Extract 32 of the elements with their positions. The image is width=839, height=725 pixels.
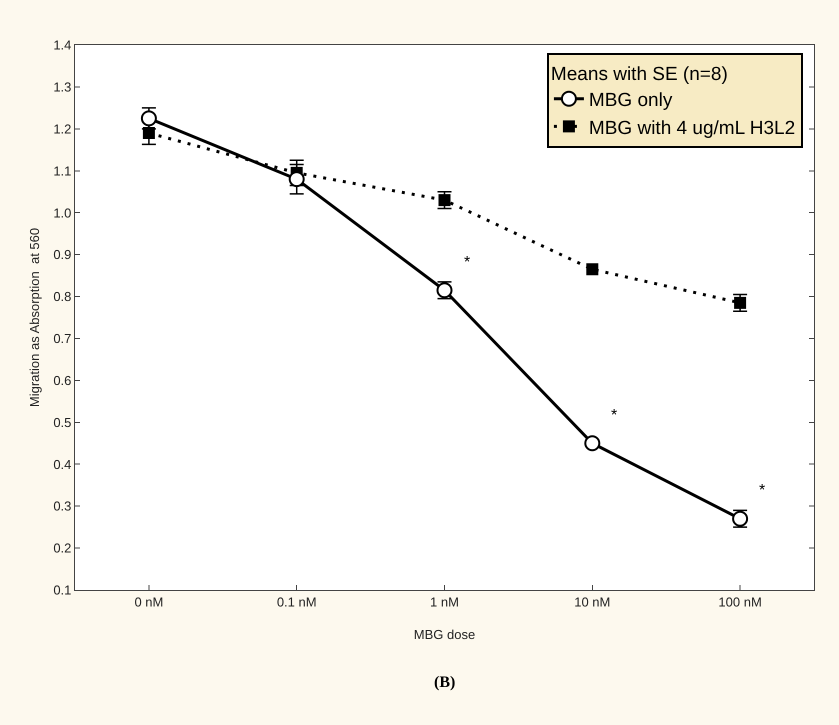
y-tick-label: 0.8 [53,289,72,304]
point [586,263,598,276]
y-tick-label: 1.0 [53,205,72,220]
x-tick-label: 100 nM [718,594,762,610]
x-tick-label: 0 nM [134,594,164,610]
y-tick-label: 0.2 [53,540,72,556]
y-tick-label: 0.3 [53,498,72,514]
annotation: * [759,482,766,499]
y-axis-title: Migration as Absorption at 560 [27,228,42,408]
y-tick-label: 1.2 [53,121,72,136]
y-tick-label: 0.4 [53,456,72,472]
y-tick-label: 0.9 [53,247,72,262]
x-tick-label: 0.1 nM [276,594,317,610]
y-tick-label: 0.6 [53,372,72,388]
y-tick-label: 0.7 [53,331,72,346]
annotation: * [464,254,470,271]
legend-title: Means with SE (n=8) [550,64,728,85]
x-tick-label: 1 nM [430,594,459,610]
y-tick-label: 1.1 [53,163,72,178]
y-tick-label: 0.5 [53,414,72,430]
point [288,171,305,188]
y-tick-label: 1.4 [53,38,72,53]
legend-label: MBG only [588,90,673,112]
point [140,110,157,126]
legend-label: MBG with 4 ug/mL H3L2 [588,118,796,139]
x-tick-label: 10 nM [574,594,610,610]
point [584,435,600,452]
text: (B) [434,674,456,691]
x-axis-title: MBG dose [414,627,476,642]
y-tick-label: 0.1 [53,582,72,598]
annotation: * [611,407,618,424]
y-tick-label: 1.3 [53,79,72,94]
